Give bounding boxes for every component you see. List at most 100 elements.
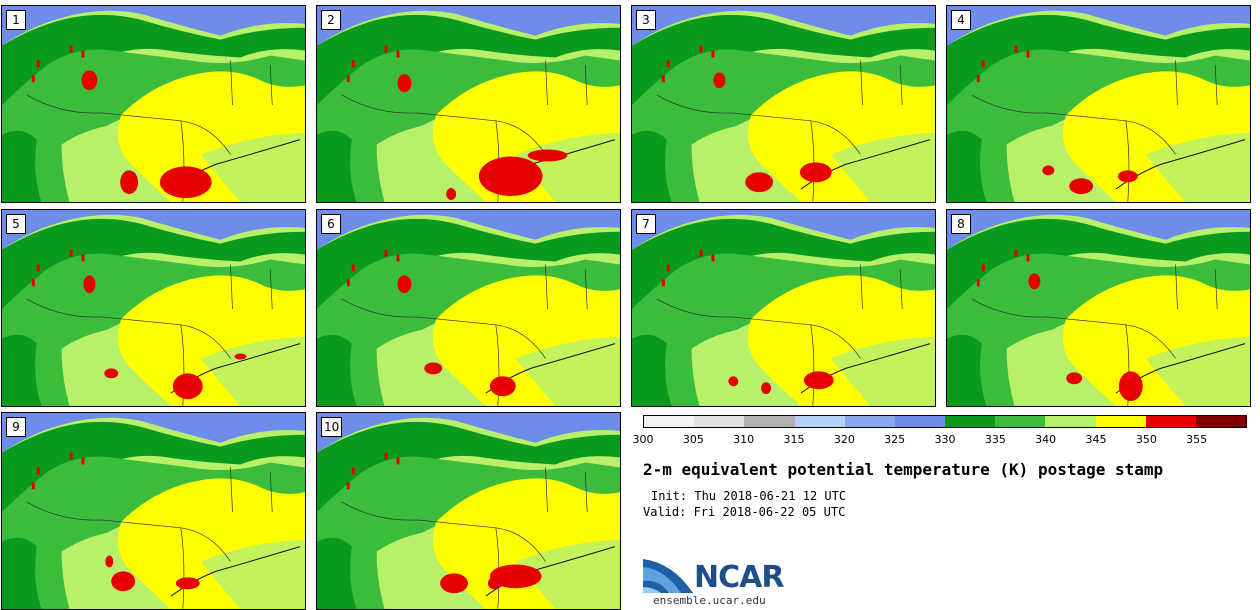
colorbar-tick-label: 355 [1186, 433, 1208, 446]
colorbar-bin-0 [644, 416, 695, 427]
high-theta-e-speck [711, 50, 715, 58]
map-view [2, 413, 305, 609]
high-theta-e-blob [105, 555, 114, 568]
colorbar-tick-label: 340 [1035, 433, 1057, 446]
colorbar-tick-label: 335 [984, 433, 1006, 446]
map-region-340-southeast [830, 336, 935, 406]
high-theta-e-blob [761, 382, 772, 395]
colorbar [643, 415, 1247, 428]
high-theta-e-blob [527, 149, 568, 162]
high-theta-e-speck [1026, 50, 1030, 58]
member-number-label: 5 [6, 214, 26, 234]
high-theta-e-speck [384, 452, 388, 460]
high-theta-e-blob [478, 156, 543, 197]
high-theta-e-blob [713, 72, 726, 89]
political-border [656, 264, 903, 406]
high-theta-e-blob [1069, 178, 1094, 195]
high-theta-e-blob [728, 376, 739, 387]
map-region-340-southeast [515, 336, 620, 406]
high-theta-e-speck [699, 249, 703, 257]
political-border [26, 467, 273, 609]
map-region-325 [2, 413, 305, 453]
high-theta-e-blob [803, 371, 834, 390]
colorbar-bin-1 [694, 416, 745, 427]
high-theta-e-speck [666, 60, 670, 68]
colorbar-bin-10 [1145, 416, 1196, 427]
high-theta-e-blob [1118, 371, 1143, 402]
member-number-label: 7 [636, 214, 656, 234]
high-theta-e-speck [36, 467, 40, 475]
high-theta-e-speck [666, 264, 670, 272]
high-theta-e-blob [397, 275, 412, 294]
member-number-label: 6 [321, 214, 341, 234]
high-theta-e-speck [31, 482, 35, 490]
high-theta-e-speck [351, 467, 355, 475]
high-theta-e-speck [981, 60, 985, 68]
high-theta-e-speck [351, 264, 355, 272]
colorbar-tick-label: 315 [783, 433, 805, 446]
map-region-325 [632, 6, 935, 46]
high-theta-e-blob [799, 162, 832, 183]
high-theta-e-speck [661, 75, 665, 83]
map-region-325 [2, 210, 305, 250]
high-theta-e-speck [36, 264, 40, 272]
political-border [971, 60, 1218, 202]
high-theta-e-speck [31, 279, 35, 287]
logo-url: ensemble.ucar.edu [653, 594, 766, 607]
high-theta-e-speck [976, 75, 980, 83]
high-theta-e-blob [111, 571, 136, 592]
map-region-340-southeast [200, 132, 305, 202]
high-theta-e-speck [36, 60, 40, 68]
map-view [947, 210, 1250, 406]
high-theta-e-blob [81, 70, 98, 91]
colorbar-tick-label: 310 [733, 433, 755, 446]
high-theta-e-speck [976, 279, 980, 287]
colorbar-bin-8 [1045, 416, 1096, 427]
high-theta-e-speck [711, 254, 715, 262]
high-theta-e-blob [104, 368, 119, 379]
political-border [26, 264, 273, 406]
map-view [317, 413, 620, 609]
high-theta-e-blob [424, 362, 443, 375]
map-region-340-southeast [200, 336, 305, 406]
map-view [317, 210, 620, 406]
high-theta-e-blob [83, 275, 96, 294]
map-region-340-southeast [515, 539, 620, 609]
high-theta-e-speck [69, 45, 73, 53]
high-theta-e-speck [69, 249, 73, 257]
colorbar-bin-9 [1095, 416, 1146, 427]
member-number-label: 4 [951, 10, 971, 30]
high-theta-e-blob [489, 564, 542, 589]
high-theta-e-speck [396, 457, 400, 465]
member-panel: 9 [1, 412, 306, 610]
high-theta-e-speck [384, 249, 388, 257]
high-theta-e-blob [487, 577, 500, 590]
high-theta-e-blob [175, 577, 200, 590]
map-region-340-southeast [200, 539, 305, 609]
colorbar-tick-label: 350 [1135, 433, 1157, 446]
high-theta-e-speck [396, 254, 400, 262]
member-number-label: 9 [6, 417, 26, 437]
high-theta-e-blob [1042, 165, 1055, 176]
high-theta-e-speck [81, 457, 85, 465]
political-border [656, 60, 903, 202]
political-border [971, 264, 1218, 406]
member-panel: 3 [631, 5, 936, 203]
political-border [341, 467, 588, 609]
map-view [2, 210, 305, 406]
map-view [947, 6, 1250, 202]
high-theta-e-speck [81, 254, 85, 262]
high-theta-e-speck [661, 279, 665, 287]
high-theta-e-blob [1028, 273, 1041, 290]
member-number-label: 2 [321, 10, 341, 30]
colorbar-bin-7 [995, 416, 1046, 427]
member-panel: 1 [1, 5, 306, 203]
member-panel: 4 [946, 5, 1251, 203]
colorbar-bin-4 [844, 416, 895, 427]
map-view [632, 210, 935, 406]
high-theta-e-speck [81, 50, 85, 58]
map-view [2, 6, 305, 202]
map-view [632, 6, 935, 202]
high-theta-e-blob [120, 170, 139, 195]
high-theta-e-blob [440, 573, 469, 594]
